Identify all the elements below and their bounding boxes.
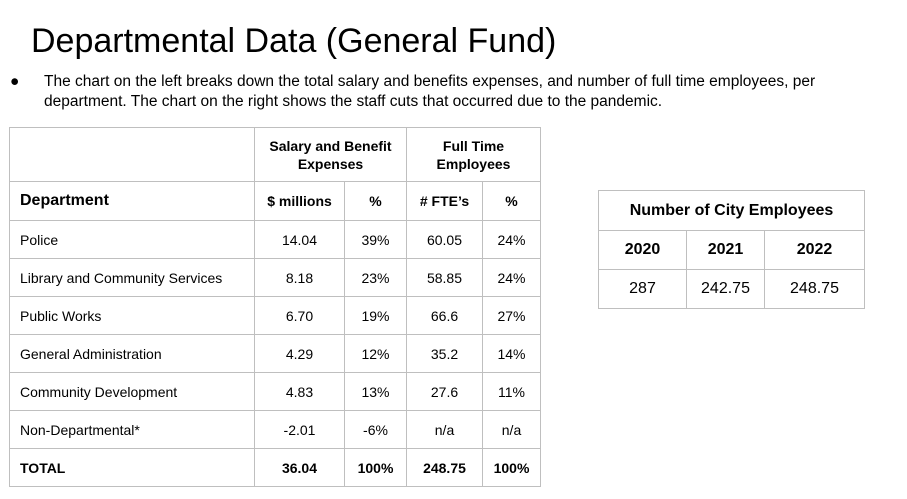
total-row: TOTAL 36.04 100% 248.75 100% bbox=[9, 448, 541, 487]
millions-cell: 14.04 bbox=[254, 220, 345, 259]
salary-group-header: Salary and Benefit Expenses bbox=[254, 127, 407, 182]
fte-pct-cell: 11% bbox=[482, 372, 541, 411]
millions-column-header: $ millions bbox=[254, 181, 345, 221]
fte-cell: 58.85 bbox=[406, 258, 483, 297]
table-row: Police 14.04 39% 60.05 24% bbox=[9, 220, 541, 259]
year-header-cell: 2022 bbox=[764, 230, 865, 270]
total-fte-pct-cell: 100% bbox=[482, 448, 541, 487]
salary-pct-cell: 23% bbox=[344, 258, 407, 297]
millions-cell: -2.01 bbox=[254, 410, 345, 449]
fte-pct-cell: 24% bbox=[482, 258, 541, 297]
fte-cell: 66.6 bbox=[406, 296, 483, 335]
employee-count-cell: 242.75 bbox=[686, 269, 765, 309]
department-table: Salary and Benefit Expenses Full Time Em… bbox=[9, 127, 541, 487]
salary-pct-column-header: % bbox=[344, 181, 407, 221]
bullet-marker: ● bbox=[10, 73, 20, 90]
fte-group-header: Full Time Employees bbox=[406, 127, 541, 182]
page-title: Departmental Data (General Fund) bbox=[31, 22, 557, 60]
table-row: Public Works 6.70 19% 66.6 27% bbox=[9, 296, 541, 335]
fte-column-header: # FTE’s bbox=[406, 181, 483, 221]
year-header-row: 2020 2021 2022 bbox=[598, 230, 865, 270]
fte-pct-cell: 14% bbox=[482, 334, 541, 373]
fte-cell: 35.2 bbox=[406, 334, 483, 373]
fte-cell: n/a bbox=[406, 410, 483, 449]
fte-pct-cell: 24% bbox=[482, 220, 541, 259]
salary-pct-cell: 39% bbox=[344, 220, 407, 259]
total-label-cell: TOTAL bbox=[9, 448, 255, 487]
department-column-header: Department bbox=[9, 181, 255, 221]
total-salary-pct-cell: 100% bbox=[344, 448, 407, 487]
empty-header-cell bbox=[9, 127, 255, 182]
employees-table: Number of City Employees 2020 2021 2022 … bbox=[598, 190, 865, 309]
fte-pct-cell: 27% bbox=[482, 296, 541, 335]
year-header-cell: 2020 bbox=[598, 230, 687, 270]
salary-pct-cell: 19% bbox=[344, 296, 407, 335]
millions-cell: 4.83 bbox=[254, 372, 345, 411]
salary-pct-cell: -6% bbox=[344, 410, 407, 449]
table-row: Community Development 4.83 13% 27.6 11% bbox=[9, 372, 541, 411]
department-cell: Non-Departmental* bbox=[9, 410, 255, 449]
year-header-cell: 2021 bbox=[686, 230, 765, 270]
total-fte-cell: 248.75 bbox=[406, 448, 483, 487]
millions-cell: 8.18 bbox=[254, 258, 345, 297]
department-cell: General Administration bbox=[9, 334, 255, 373]
fte-pct-column-header: % bbox=[482, 181, 541, 221]
fte-pct-cell: n/a bbox=[482, 410, 541, 449]
table-row: Non-Departmental* -2.01 -6% n/a n/a bbox=[9, 410, 541, 449]
salary-pct-cell: 12% bbox=[344, 334, 407, 373]
department-cell: Library and Community Services bbox=[9, 258, 255, 297]
salary-pct-cell: 13% bbox=[344, 372, 407, 411]
employees-table-title: Number of City Employees bbox=[598, 190, 865, 231]
bullet-point: ● The chart on the left breaks down the … bbox=[10, 72, 900, 112]
table-group-header-row: Salary and Benefit Expenses Full Time Em… bbox=[9, 127, 541, 182]
department-cell: Community Development bbox=[9, 372, 255, 411]
fte-cell: 27.6 bbox=[406, 372, 483, 411]
table-column-header-row: Department $ millions % # FTE’s % bbox=[9, 181, 541, 221]
department-cell: Police bbox=[9, 220, 255, 259]
table-row: Library and Community Services 8.18 23% … bbox=[9, 258, 541, 297]
employees-table-title-row: Number of City Employees bbox=[598, 190, 865, 231]
millions-cell: 6.70 bbox=[254, 296, 345, 335]
department-cell: Public Works bbox=[9, 296, 255, 335]
table-row: General Administration 4.29 12% 35.2 14% bbox=[9, 334, 541, 373]
total-millions-cell: 36.04 bbox=[254, 448, 345, 487]
employee-count-cell: 248.75 bbox=[764, 269, 865, 309]
bullet-text: The chart on the left breaks down the to… bbox=[44, 73, 816, 110]
employee-count-cell: 287 bbox=[598, 269, 687, 309]
employee-count-row: 287 242.75 248.75 bbox=[598, 269, 865, 309]
fte-cell: 60.05 bbox=[406, 220, 483, 259]
millions-cell: 4.29 bbox=[254, 334, 345, 373]
